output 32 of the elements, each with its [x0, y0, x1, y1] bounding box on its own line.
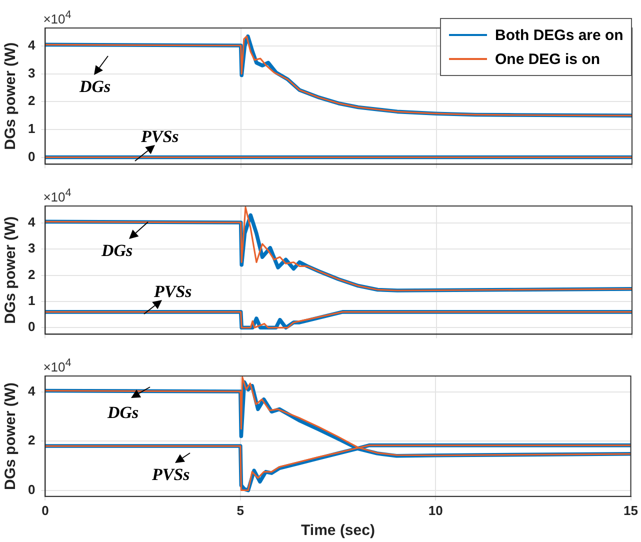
- legend-label: Both DEGs are on: [495, 26, 624, 44]
- y-tick-label: 1: [28, 293, 36, 308]
- y-tick-label: 4: [28, 384, 36, 399]
- y-axis-title: DGs power (W): [2, 216, 20, 324]
- y-tick-label: 2: [28, 266, 36, 282]
- y-tick-label: 1: [28, 121, 36, 136]
- text: ×10$^{4}$: [43, 187, 72, 204]
- annotation: DGs: [108, 403, 139, 423]
- y-tick-label: 3: [28, 65, 36, 80]
- x-tick-label: 0: [42, 502, 49, 518]
- legend-label: One DEG is on: [495, 50, 600, 68]
- annotation: DGs: [102, 241, 133, 261]
- text: ×10$^{4}$: [43, 357, 72, 374]
- y-tick-label: 4: [28, 38, 36, 53]
- x-tick-label: 5: [236, 502, 244, 518]
- annotation: DGs: [80, 77, 111, 97]
- text: ×10$^{4}$: [43, 9, 72, 26]
- annotation: PVSs: [152, 465, 190, 485]
- annotation: PVSs: [154, 282, 192, 302]
- y-tick-label: 0: [28, 319, 36, 334]
- x-tick-label: 10: [428, 502, 443, 518]
- y-tick-label: 0: [28, 482, 36, 497]
- annotation: PVSs: [141, 127, 179, 147]
- y-tick-label: 4: [28, 214, 36, 230]
- y-tick-label: 0: [28, 148, 36, 164]
- y-tick-label: 3: [28, 240, 36, 256]
- x-axis-title: Time (sec): [301, 522, 375, 540]
- y-tick-label: 2: [28, 93, 36, 108]
- x-tick-label: 15: [624, 502, 638, 518]
- y-tick-label: 2: [28, 432, 36, 448]
- y-axis-title: DGs power (W): [2, 382, 20, 490]
- y-axis-title: DGs power (W): [2, 42, 20, 150]
